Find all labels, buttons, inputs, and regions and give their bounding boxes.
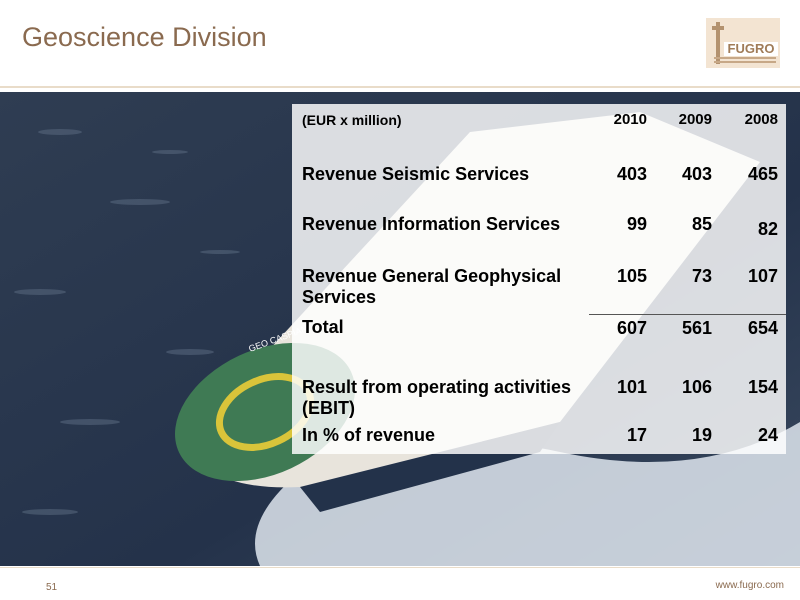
fugro-logo: FUGRO [706,18,780,68]
row-value: 403 [681,164,712,184]
row-label: Revenue General Geophysical Services [302,266,562,307]
row-value: 106 [681,377,712,397]
row-value: 654 [718,313,786,377]
row-label: In % of revenue [302,425,436,445]
row-label: Total [302,317,344,337]
table-row: In % of revenue 17 19 24 [292,425,786,451]
row-label: Revenue Information Services [302,214,561,234]
row-value: 82 [757,219,778,239]
row-value: 105 [616,266,647,286]
row-label: Revenue Seismic Services [302,164,530,184]
slide-header: Geoscience Division FUGRO [0,0,800,86]
table-row: Result from operating activities (EBIT) … [292,377,786,425]
row-value: 17 [626,425,647,445]
logo-text: FUGRO [728,41,775,56]
year-2009-header: 2009 [678,111,712,128]
year-2008-header: 2008 [744,111,778,128]
table-background [292,104,786,454]
page-number: 51 [46,582,58,593]
row-label: Result from operating activities (EBIT) [302,377,572,418]
year-2010-header: 2010 [613,111,647,128]
table-row: Revenue Seismic Services 403 403 465 [292,164,786,214]
footer-url: www.fugro.com [715,580,784,591]
row-value: 561 [650,313,718,377]
row-value: 99 [626,214,647,234]
financial-table: (EUR x million) 2010 2009 2008 Revenue S… [292,104,786,451]
row-value: 465 [747,164,778,184]
unit-label: (EUR x million) [302,112,402,128]
row-value: 73 [691,266,712,286]
row-value: 19 [691,425,712,445]
row-value: 403 [616,164,647,184]
footer-divider [0,567,800,568]
row-value: 85 [691,214,712,234]
row-value: 607 [589,313,650,377]
table-row: Revenue Information Services 99 85 82 [292,214,786,266]
table-row-total: Total 607 561 654 [292,313,786,377]
row-value: 154 [747,377,778,397]
row-value: 24 [757,425,778,445]
page-title: Geoscience Division [22,22,267,52]
table-header-row: (EUR x million) 2010 2009 2008 [292,104,786,164]
row-value: 101 [616,377,647,397]
header-divider [0,86,800,88]
row-value: 107 [747,266,778,286]
table-row: Revenue General Geophysical Services 105… [292,266,786,314]
